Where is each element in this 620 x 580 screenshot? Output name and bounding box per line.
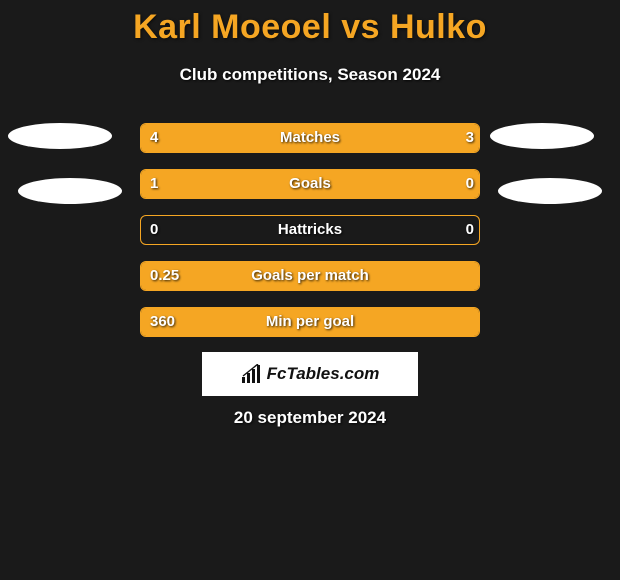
page-title: Karl Moeoel vs Hulko <box>0 0 620 47</box>
bar-row: 360Min per goal <box>0 307 620 337</box>
bar-label: Goals <box>140 169 480 199</box>
logo-text: FcTables.com <box>267 364 380 384</box>
bar-label: Goals per match <box>140 261 480 291</box>
decorative-ellipse <box>490 123 594 149</box>
bar-row: 00Hattricks <box>0 215 620 245</box>
decorative-ellipse <box>498 178 602 204</box>
bar-label: Matches <box>140 123 480 153</box>
bars-area: 43Matches10Goals00Hattricks0.25Goals per… <box>0 123 620 337</box>
decorative-ellipse <box>8 123 112 149</box>
page-subtitle: Club competitions, Season 2024 <box>0 65 620 85</box>
comparison-infographic: Karl Moeoel vs Hulko Club competitions, … <box>0 0 620 337</box>
bar-label: Hattricks <box>140 215 480 245</box>
logo-inner: FcTables.com <box>241 364 380 384</box>
date-text: 20 september 2024 <box>0 408 620 428</box>
bar-label: Min per goal <box>140 307 480 337</box>
logo-box: FcTables.com <box>202 352 418 396</box>
bar-row: 0.25Goals per match <box>0 261 620 291</box>
decorative-ellipse <box>18 178 122 204</box>
bar-chart-icon <box>241 364 263 384</box>
